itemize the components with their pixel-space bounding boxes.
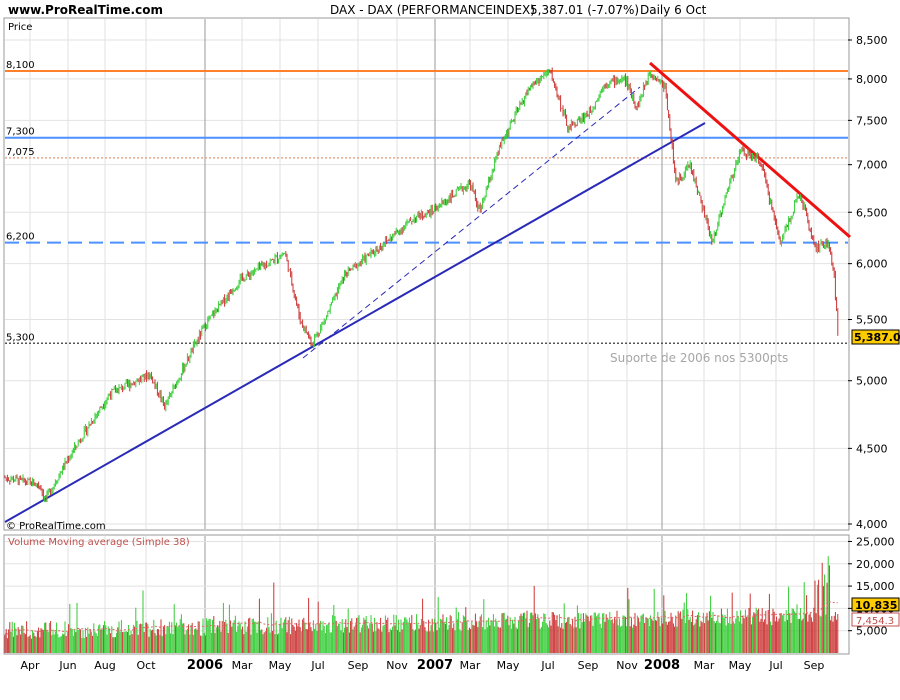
x-axis-label: Mar — [232, 659, 253, 672]
period-label: Daily 6 Oct — [640, 3, 707, 17]
price-candles — [4, 67, 839, 503]
price-y-axis: 8,500 8,000 7,500 7,000 6,500 6,000 5,500 5,000… — [848, 34, 888, 531]
volume-tick-label: 5,000 — [856, 625, 888, 638]
support-trendline — [4, 122, 706, 523]
grid-lines — [5, 19, 848, 653]
price-panel — [3, 17, 850, 531]
volume-indicator-label: Volume Moving average (Simple 38) — [8, 537, 190, 548]
level-label: 7,075 — [6, 147, 35, 158]
level-label: 6,200 — [6, 232, 35, 243]
x-axis-label: Jul — [310, 659, 324, 672]
site-name: www.ProRealTime.com — [8, 3, 163, 17]
svg-text:10,835: 10,835 — [855, 599, 897, 612]
x-axis-label: Jul — [540, 659, 554, 672]
y-tick-label: 7,000 — [856, 159, 888, 172]
y-tick-label: 4,000 — [856, 518, 888, 531]
volume-tick-label: 25,000 — [856, 535, 895, 548]
svg-text:5,387.01: 5,387.01 — [854, 331, 900, 344]
x-axis-label: Nov — [386, 659, 408, 672]
y-tick-label: 6,500 — [856, 206, 888, 219]
volume-tick-label: 20,000 — [856, 558, 895, 571]
watermark: © ProRealTime.com — [6, 521, 106, 532]
volume-value-box: 10,835 — [851, 597, 900, 612]
last-price-box: 5,387.01 — [851, 329, 900, 345]
x-axis-label: Apr — [20, 659, 40, 672]
volume-bars — [4, 556, 839, 653]
x-axis-label: Aug — [94, 659, 115, 672]
last-price-header: 5,387.01 (-7.07%) — [530, 3, 639, 17]
x-axis-label: May — [269, 659, 292, 672]
y-tick-label: 8,000 — [856, 73, 888, 86]
x-axis-label: 2006 — [187, 658, 223, 673]
chart-title: DAX - DAX (PERFORMANCEINDEX) — [330, 3, 535, 17]
x-axis-label: Sep — [578, 659, 599, 672]
y-tick-label: 8,500 — [856, 34, 888, 47]
y-tick-label: 5,000 — [856, 375, 888, 388]
ma-value-box: 7,454.3 — [851, 612, 900, 627]
support-annotation: Suporte de 2006 nos 5300pts — [610, 351, 788, 365]
x-axis-label: Sep — [804, 659, 825, 672]
x-axis-label: 2008 — [644, 658, 680, 673]
y-tick-label: 5,500 — [856, 314, 888, 327]
support-trendline-dashed — [302, 86, 641, 359]
y-tick-label: 6,000 — [856, 258, 888, 271]
x-axis-label: Sep — [348, 659, 369, 672]
volume-moving-average-line — [4, 601, 838, 636]
price-label: Price — [8, 22, 32, 33]
y-tick-label: 4,500 — [856, 442, 888, 455]
level-label: 8,100 — [6, 60, 35, 71]
horizontal-levels: 8,100 7,300 7,075 6,200 5,300 — [5, 60, 848, 345]
x-axis-label: May — [497, 659, 520, 672]
x-axis: Apr Jun Aug Oct 2006 Mar May Jul Sep Nov 2007 Mar Ma… — [20, 658, 824, 673]
svg-text:7,454.3: 7,454.3 — [856, 616, 894, 627]
x-axis-label: 2007 — [417, 658, 453, 673]
level-label: 7,300 — [6, 127, 35, 138]
x-axis-label: Oct — [136, 659, 156, 672]
x-axis-label: May — [729, 659, 752, 672]
x-axis-label: Mar — [694, 659, 715, 672]
x-axis-label: Nov — [616, 659, 638, 672]
x-axis-label: Jul — [768, 659, 782, 672]
x-axis-label: Mar — [460, 659, 481, 672]
volume-tick-label: 15,000 — [856, 580, 895, 593]
y-tick-label: 7,500 — [856, 114, 888, 127]
x-axis-label: Jun — [58, 659, 76, 672]
level-label: 5,300 — [6, 332, 35, 343]
